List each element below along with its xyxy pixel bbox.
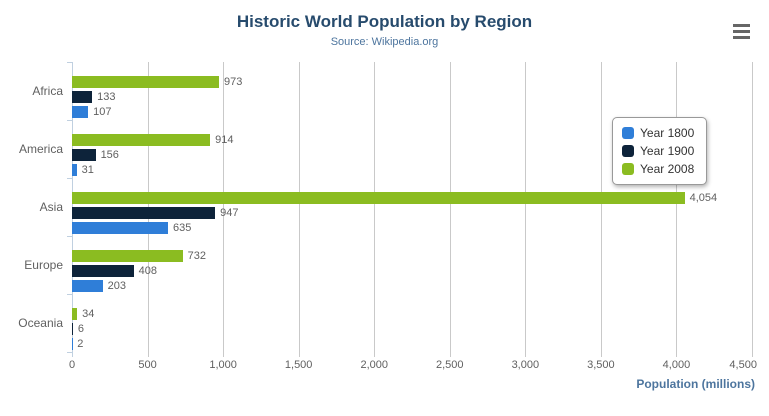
category-label-america: America xyxy=(18,142,63,156)
chart-title: Historic World Population by Region xyxy=(236,12,533,31)
bar-value-label: 31 xyxy=(81,164,94,176)
category-label-asia: Asia xyxy=(39,200,63,214)
x-gridline xyxy=(752,62,753,357)
x-tick-label-2000: 2,000 xyxy=(360,359,388,371)
x-tick-label-0: 0 xyxy=(68,359,76,371)
legend-label: Year 1800 xyxy=(640,126,695,140)
bar-asia-year-1900[interactable] xyxy=(72,207,216,219)
category-tick xyxy=(67,62,72,63)
bar-value-label: 6 xyxy=(77,323,85,335)
bar-oceania-year-2008[interactable] xyxy=(72,308,78,320)
category-label-africa: Africa xyxy=(32,84,63,98)
x-gridline xyxy=(676,62,677,357)
x-gridline xyxy=(223,62,224,357)
x-tick-label-3000: 3,000 xyxy=(511,359,540,371)
hamburger-menu-icon[interactable] xyxy=(732,23,751,40)
category-tick xyxy=(67,178,72,179)
legend-label: Year 1900 xyxy=(640,144,695,158)
bar-europe-year-1900[interactable] xyxy=(72,265,134,277)
bar-value-label: 408 xyxy=(138,265,157,277)
x-gridline xyxy=(299,62,300,357)
category-label-oceania: Oceania xyxy=(18,316,63,330)
category-tick xyxy=(67,236,72,237)
x-tick-label-1000: 1,000 xyxy=(209,359,237,371)
chart-subtitle: Source: Wikipedia.org xyxy=(330,36,439,48)
x-tick-label-3500: 3,500 xyxy=(587,359,615,371)
bar-value-label: 914 xyxy=(215,134,234,146)
x-gridline xyxy=(601,62,602,357)
bar-europe-year-1800[interactable] xyxy=(72,280,103,292)
legend-swatch-icon xyxy=(622,127,634,139)
bar-value-label: 732 xyxy=(187,250,206,262)
legend-item-year-1800[interactable]: Year 1800 xyxy=(622,124,694,142)
bar-value-label: 635 xyxy=(172,222,192,234)
x-tick-label-1500: 1,500 xyxy=(284,359,313,371)
bar-value-label: 4,054 xyxy=(689,192,718,204)
x-gridline xyxy=(450,62,451,357)
bar-value-label: 203 xyxy=(107,280,127,292)
legend-label: Year 2008 xyxy=(640,162,695,176)
bar-value-label: 107 xyxy=(93,106,112,118)
bar-value-label: 156 xyxy=(100,149,119,161)
hamburger-bar xyxy=(733,30,750,33)
category-tick xyxy=(67,352,72,353)
legend-item-year-1900[interactable]: Year 1900 xyxy=(622,142,694,160)
bar-value-label: 2 xyxy=(77,338,84,350)
legend: Year 1800 Year 1900 Year 2008 xyxy=(612,117,708,185)
x-tick-label-4000: 4,000 xyxy=(662,359,691,371)
x-tick-label-500: 500 xyxy=(138,359,157,371)
plot-area: 973 133 107 914 156 31 4,054 947 635 732 408 203 34 6… xyxy=(72,62,753,357)
bar-africa-year-1900[interactable] xyxy=(72,91,93,103)
bar-value-label: 947 xyxy=(220,207,239,219)
x-gridline xyxy=(374,62,375,357)
category-tick xyxy=(67,294,72,295)
bar-value-label: 34 xyxy=(82,308,95,320)
bar-value-label: 133 xyxy=(97,91,116,103)
bar-africa-year-1800[interactable] xyxy=(72,106,89,118)
bar-america-year-1900[interactable] xyxy=(72,149,96,161)
legend-item-year-2008[interactable]: Year 2008 xyxy=(622,160,694,178)
bar-america-year-2008[interactable] xyxy=(72,134,211,146)
x-tick-label-4500: 4,500 xyxy=(729,359,757,371)
category-label-europe: Europe xyxy=(24,258,63,272)
legend-swatch-icon xyxy=(622,145,634,157)
bar-asia-year-2008[interactable] xyxy=(72,192,685,204)
bar-africa-year-2008[interactable] xyxy=(72,76,220,88)
bar-value-label: 973 xyxy=(224,76,243,88)
hamburger-bar xyxy=(733,24,750,27)
hamburger-bar xyxy=(733,36,750,39)
x-axis-title: Population (millions) xyxy=(636,377,755,391)
x-gridline xyxy=(525,62,526,357)
legend-swatch-icon xyxy=(622,163,634,175)
x-tick-label-2500: 2,500 xyxy=(436,359,464,371)
category-tick xyxy=(67,120,72,121)
bar-asia-year-1800[interactable] xyxy=(72,222,168,234)
bar-europe-year-2008[interactable] xyxy=(72,250,183,262)
bar-america-year-1800[interactable] xyxy=(72,164,77,176)
bar-oceania-year-1900[interactable] xyxy=(72,323,73,335)
